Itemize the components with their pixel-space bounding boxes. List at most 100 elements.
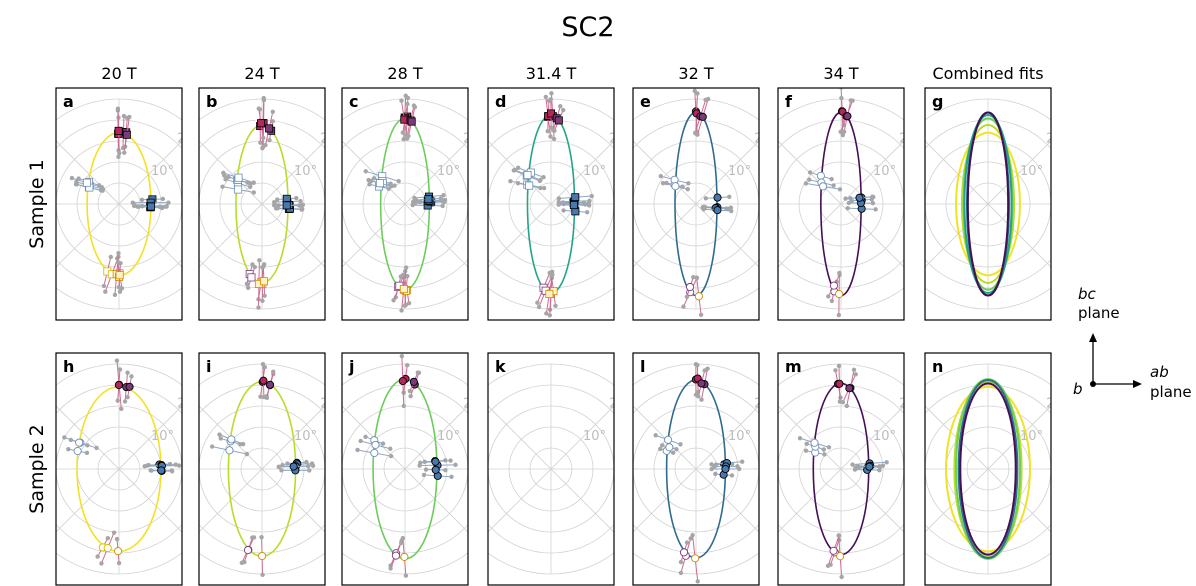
raw-point xyxy=(148,468,153,473)
raw-point xyxy=(538,185,543,191)
data-point xyxy=(569,201,578,210)
raw-point xyxy=(826,294,831,299)
raw-point xyxy=(549,91,554,96)
raw-point xyxy=(403,265,409,270)
b-origin-dot xyxy=(1090,381,1096,387)
raw-point xyxy=(421,472,427,478)
panel-plot-area: 10° 20° xyxy=(199,95,325,310)
raw-point xyxy=(873,207,878,212)
panel-frame xyxy=(924,352,1052,586)
raw-point xyxy=(423,467,429,472)
raw-point xyxy=(399,540,404,546)
radial-tick-label: 20° xyxy=(609,396,632,411)
grid-spoke xyxy=(488,140,614,268)
bc-arrow-head xyxy=(1089,333,1097,342)
raw-point xyxy=(400,130,406,135)
data-point xyxy=(818,182,828,191)
panel-letter: n xyxy=(932,357,943,376)
raw-point xyxy=(112,292,118,298)
data-point xyxy=(845,384,854,393)
data-point xyxy=(855,193,864,202)
raw-point xyxy=(69,175,75,181)
panel-k: 10° 20° k xyxy=(487,352,632,586)
raw-point xyxy=(68,437,74,443)
data-point xyxy=(75,438,84,447)
raw-point xyxy=(422,459,427,465)
raw-point xyxy=(260,362,266,367)
data-point xyxy=(829,281,838,290)
panel-f: 10° 20° f xyxy=(777,87,905,321)
raw-point xyxy=(115,106,121,111)
raw-point xyxy=(380,441,386,446)
panel-letter: e xyxy=(640,92,651,111)
data-point xyxy=(247,273,256,282)
radial-tick-label: 10° xyxy=(151,164,174,179)
combined-fit-ellipse xyxy=(955,131,1021,277)
data-point xyxy=(713,193,722,202)
raw-point xyxy=(586,203,592,208)
data-point xyxy=(265,380,275,389)
raw-point xyxy=(251,180,256,185)
raw-point xyxy=(119,406,124,412)
raw-point xyxy=(140,204,145,209)
data-point xyxy=(525,181,534,190)
raw-point xyxy=(358,438,363,444)
raw-point xyxy=(552,128,557,133)
raw-point xyxy=(556,202,561,207)
raw-point xyxy=(729,473,735,478)
data-point xyxy=(399,285,408,294)
panel-frame xyxy=(198,87,326,321)
data-point xyxy=(407,117,416,126)
raw-point xyxy=(111,530,117,535)
data-point xyxy=(836,552,845,561)
raw-point xyxy=(848,98,853,103)
radial-tick-label: 20° xyxy=(609,131,632,146)
raw-point xyxy=(839,95,844,101)
data-point xyxy=(398,376,407,386)
raw-point xyxy=(66,446,71,452)
raw-point xyxy=(705,96,711,102)
data-point xyxy=(698,112,707,121)
raw-point xyxy=(695,132,700,137)
raw-point xyxy=(164,204,169,209)
raw-point xyxy=(142,464,147,469)
raw-point xyxy=(837,187,843,192)
grid-spoke xyxy=(199,140,325,268)
raw-point xyxy=(267,138,272,143)
raw-point xyxy=(548,97,554,102)
raw-point xyxy=(442,197,448,203)
raw-point xyxy=(589,193,594,199)
raw-point xyxy=(551,136,557,142)
panel-plot-area: 10° 20° xyxy=(778,363,904,580)
raw-point xyxy=(84,450,90,456)
raw-point xyxy=(256,305,261,310)
data-point xyxy=(289,462,298,471)
raw-point xyxy=(587,198,592,203)
raw-point xyxy=(836,312,842,318)
raw-point xyxy=(448,458,453,463)
raw-point xyxy=(678,570,684,576)
raw-point xyxy=(418,460,423,466)
raw-point xyxy=(363,434,368,440)
raw-point xyxy=(441,193,446,198)
ab-plane-label: plane xyxy=(1150,383,1192,401)
grid-spoke xyxy=(633,140,759,268)
raw-point xyxy=(400,272,406,278)
radial-tick-label: 10° xyxy=(728,429,751,444)
raw-point xyxy=(271,369,276,374)
column-title: 24 T xyxy=(244,64,279,83)
raw-point xyxy=(702,368,707,373)
data-point xyxy=(259,376,268,385)
raw-point xyxy=(729,208,734,214)
panel-plot-area: 10° 20° xyxy=(488,91,632,318)
bc-label: bc xyxy=(1078,285,1097,303)
raw-point xyxy=(678,442,683,447)
raw-point xyxy=(543,94,549,100)
raw-point xyxy=(558,104,563,109)
bc-plane-label: plane xyxy=(1078,304,1120,322)
raw-point xyxy=(690,532,695,538)
data-point xyxy=(571,193,580,202)
combined-fit-ellipse xyxy=(959,382,1017,556)
data-point xyxy=(554,116,563,125)
raw-point xyxy=(217,432,222,437)
